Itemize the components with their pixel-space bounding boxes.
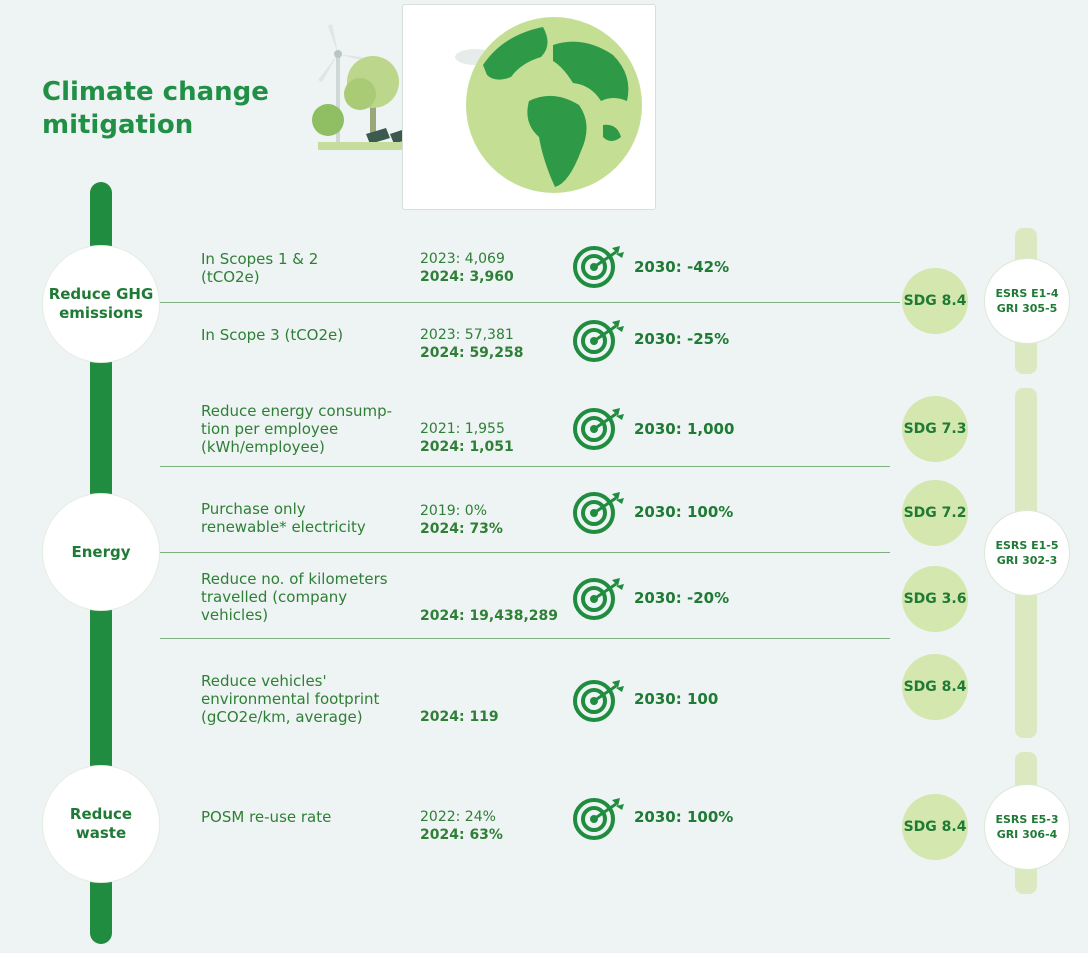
row-separator — [160, 302, 900, 303]
globe-card — [402, 4, 656, 210]
esrs-gri-badge: ESRS E1-4 GRI 305-5 — [984, 258, 1070, 344]
target-icon — [573, 796, 626, 840]
sdg-badge: SDG 7.2 — [902, 480, 968, 546]
baseline-value: 2023: 4,069 — [420, 251, 505, 267]
target-value: 2030: 100% — [634, 808, 734, 826]
row-metrics: 2024: 119 — [420, 708, 499, 726]
baseline-value: 2021: 1,955 — [420, 421, 505, 437]
row-metrics: 2021: 1,955 2024: 1,051 — [420, 420, 514, 456]
target-value: 2030: 100% — [634, 503, 734, 521]
section-label-energy: Energy — [43, 494, 159, 610]
baseline-value: 2019: 0% — [420, 503, 488, 519]
sdg-badge: SDG 8.4 — [902, 794, 968, 860]
current-value: 2024: 73% — [420, 521, 503, 537]
esrs-gri-badge: ESRS E5-3 GRI 306-4 — [984, 784, 1070, 870]
target-icon — [573, 678, 626, 722]
current-value: 2024: 63% — [420, 827, 503, 843]
row-metrics: 2024: 19,438,289 — [420, 607, 558, 625]
section-label-waste: Reduce waste — [43, 766, 159, 882]
target-icon — [573, 244, 626, 288]
current-value: 2024: 119 — [420, 709, 499, 725]
target-icon — [573, 490, 626, 534]
row-description: Reduce no. of kilometers travelled (comp… — [201, 570, 388, 624]
row-description: Reduce vehicles' environmental footprint… — [201, 672, 380, 726]
target-value: 2030: 1,000 — [634, 420, 735, 438]
target-icon — [573, 406, 626, 450]
row-metrics: 2023: 57,381 2024: 59,258 — [420, 326, 523, 362]
row-description: In Scopes 1 & 2 (tCO2e) — [201, 250, 319, 286]
globe-icon — [455, 17, 642, 193]
target-icon — [573, 576, 626, 620]
baseline-value: 2022: 24% — [420, 809, 496, 825]
row-metrics: 2022: 24% 2024: 63% — [420, 808, 503, 844]
page-title: Climate change mitigation — [42, 77, 269, 140]
row-separator — [160, 638, 890, 639]
target-value: 2030: 100 — [634, 690, 719, 708]
current-value: 2024: 59,258 — [420, 345, 524, 361]
current-value: 2024: 3,960 — [420, 269, 514, 285]
sdg-badge: SDG 3.6 — [902, 566, 968, 632]
section-label-ghg: Reduce GHG emissions — [43, 246, 159, 362]
target-icon — [573, 318, 626, 362]
current-value: 2024: 1,051 — [420, 439, 514, 455]
target-value: 2030: -25% — [634, 330, 730, 348]
sdg-badge: SDG 7.3 — [902, 396, 968, 462]
row-separator — [160, 552, 890, 553]
row-separator — [160, 466, 890, 467]
row-description: Reduce energy consump-tion per employee … — [201, 402, 393, 456]
target-value: 2030: -42% — [634, 258, 730, 276]
sdg-badge: SDG 8.4 — [902, 654, 968, 720]
current-value: 2024: 19,438,289 — [420, 608, 559, 624]
row-description: POSM re-use rate — [201, 808, 332, 826]
row-description: In Scope 3 (tCO2e) — [201, 326, 344, 344]
row-description: Purchase only renewable* electricity — [201, 500, 366, 536]
esrs-gri-badge: ESRS E1-5 GRI 302-3 — [984, 510, 1070, 596]
row-metrics: 2019: 0% 2024: 73% — [420, 502, 503, 538]
baseline-value: 2023: 57,381 — [420, 327, 514, 343]
target-value: 2030: -20% — [634, 589, 730, 607]
sdg-badge: SDG 8.4 — [902, 268, 968, 334]
row-metrics: 2023: 4,069 2024: 3,960 — [420, 250, 514, 286]
